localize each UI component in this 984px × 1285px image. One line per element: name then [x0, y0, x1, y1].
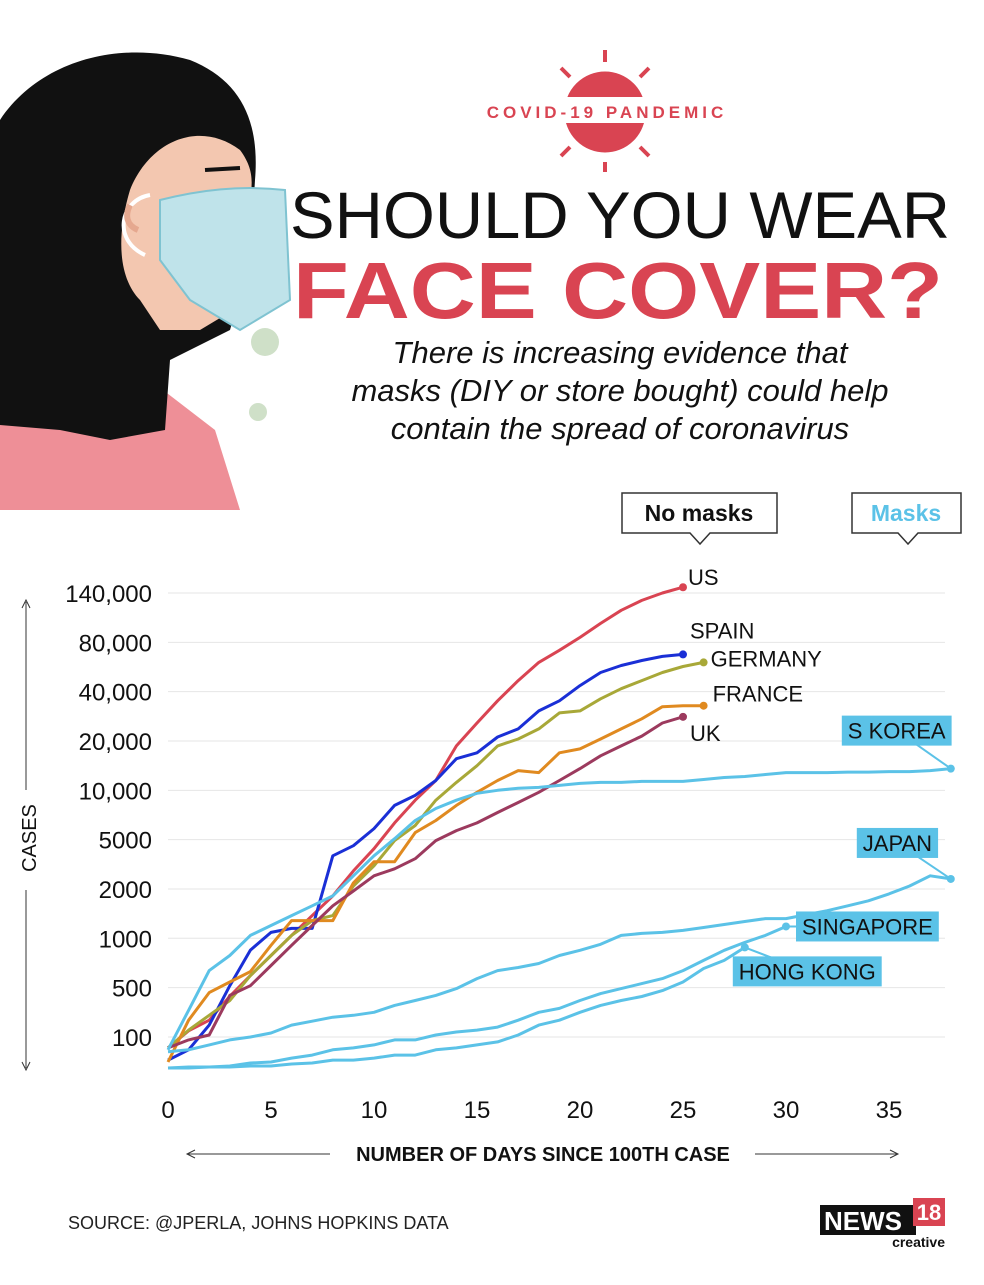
- y-tick-label: 20,000: [79, 729, 152, 756]
- end-point: [679, 583, 687, 592]
- series-label: UK: [690, 721, 721, 746]
- legend-group-label: No masks: [645, 500, 754, 526]
- series-line: [168, 946, 746, 1070]
- subtitle-line: There is increasing evidence that: [393, 335, 849, 370]
- y-tick-label: 2000: [99, 877, 152, 904]
- series-label-group: JAPAN: [856, 827, 952, 880]
- kicker: COVID-19 PANDEMIC: [487, 103, 728, 122]
- woman-illustration: [0, 52, 292, 510]
- series-label-box: [796, 911, 939, 942]
- series-line: [167, 660, 704, 1050]
- series-label-box: [841, 715, 952, 746]
- axis-arrow: [185, 1149, 196, 1159]
- x-tick-label: 30: [773, 1097, 800, 1124]
- title-line-2: FACE COVER?: [293, 246, 943, 335]
- series-label-box: [732, 956, 882, 987]
- series-label: SPAIN: [690, 618, 754, 643]
- subtitle-line: contain the spread of coronavirus: [391, 411, 849, 446]
- y-tick-label: 10,000: [79, 778, 152, 805]
- series-label: US: [688, 565, 719, 590]
- y-tick-label: 100: [112, 1025, 152, 1052]
- axis-arrow: [889, 1149, 900, 1159]
- series-line: [167, 652, 684, 1062]
- axis-arrow: [21, 598, 31, 609]
- series-label: GERMANY: [711, 646, 823, 671]
- x-axis-label: NUMBER OF DAYS SINCE 100TH CASE: [356, 1144, 730, 1166]
- logo-badge: [913, 1198, 945, 1226]
- source: SOURCE: @JPERLA, JOHNS HOPKINS DATA: [68, 1213, 449, 1233]
- series-label: JAPAN: [863, 831, 932, 856]
- virus-icon: [460, 50, 750, 172]
- series-label-box: [856, 827, 939, 858]
- plot: 10050010002000500010,00020,00040,00080,0…: [65, 565, 955, 1124]
- series-label: SINGAPORE: [802, 914, 933, 939]
- y-axis-label: CASES: [19, 804, 41, 872]
- series-line: [166, 704, 704, 1063]
- series-line: [167, 925, 787, 1070]
- series-label: FRANCE: [713, 682, 803, 707]
- series-label-group: HONG KONG: [732, 946, 882, 987]
- series-line: [166, 767, 951, 1051]
- logo-number: 18: [917, 1200, 941, 1225]
- x-tick-label: 0: [161, 1097, 174, 1124]
- axis-arrow: [21, 1061, 31, 1072]
- title-line-1: SHOULD YOU WEAR: [290, 178, 950, 252]
- subtitle-line: masks (DIY or store bought) could help: [351, 373, 888, 408]
- series-label-group: S KOREA: [841, 715, 952, 770]
- series-label: S KOREA: [848, 719, 946, 744]
- legend-box: [851, 492, 962, 546]
- legend-box: [621, 492, 778, 546]
- x-tick-label: 5: [264, 1097, 277, 1124]
- end-point: [699, 658, 708, 667]
- end-point: [699, 701, 708, 710]
- y-tick-label: 500: [112, 976, 152, 1003]
- y-tick-label: 1000: [99, 926, 152, 953]
- end-point: [679, 712, 687, 721]
- x-tick-label: 20: [567, 1097, 594, 1124]
- end-point: [679, 650, 687, 659]
- x-tick-label: 35: [876, 1097, 903, 1124]
- logo-bg: [820, 1205, 916, 1235]
- y-tick-label: 5000: [99, 828, 152, 855]
- x-tick-label: 10: [361, 1097, 388, 1124]
- series-label: HONG KONG: [739, 959, 876, 984]
- y-tick-label: 140,000: [65, 581, 152, 608]
- x-tick-label: 25: [670, 1097, 697, 1124]
- y-tick-label: 40,000: [79, 680, 152, 707]
- series-label-group: SINGAPORE: [786, 911, 939, 942]
- legend-group-label: Masks: [871, 500, 941, 526]
- logo-text: NEWS: [824, 1206, 902, 1236]
- series-line: [167, 715, 684, 1050]
- y-tick-label: 80,000: [79, 630, 152, 657]
- x-tick-label: 15: [464, 1097, 491, 1124]
- logo-sub: creative: [892, 1234, 945, 1250]
